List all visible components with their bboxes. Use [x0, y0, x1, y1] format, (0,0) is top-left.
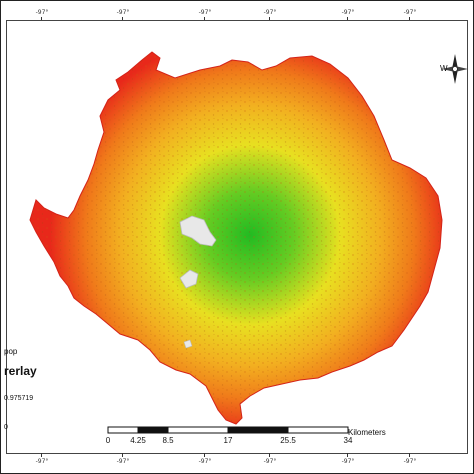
bottom-tick-label: -97° [255, 453, 285, 465]
lake-feature [179, 215, 217, 247]
lake-feature [183, 339, 193, 349]
scale-bar-label: 25.5 [280, 436, 296, 445]
lake-feature [179, 269, 199, 289]
top-coordinate-ticks: -97° -97° -97° -97° -97° -97° [0, 9, 474, 23]
urban-region [29, 51, 443, 425]
bottom-tick-label: -97° [395, 453, 425, 465]
scale-bar-label: 4.25 [130, 436, 146, 445]
bottom-tick-label: -97° [27, 453, 57, 465]
scale-bar-units: Kilometers [348, 428, 386, 437]
map-inner-border [6, 20, 468, 454]
bottom-tick-label: -97° [333, 453, 363, 465]
legend-low-value: 0 [4, 424, 8, 431]
bottom-tick-label: -97° [108, 453, 138, 465]
scale-bar-graphic [107, 426, 349, 434]
scale-bar-label: 0 [105, 436, 111, 445]
bottom-coordinate-ticks: -97° -97° -97° -97° -97° -97° [0, 453, 474, 472]
scale-bar-label: 8.5 [162, 436, 174, 445]
top-tick-label: -97° [27, 9, 57, 21]
scale-bar-label: 17 [223, 436, 233, 445]
top-tick-label: -97° [190, 9, 220, 21]
top-tick-label: -97° [255, 9, 285, 21]
bottom-tick-label: -97° [190, 453, 220, 465]
top-tick-label: -97° [333, 9, 363, 21]
compass-west-label: W [440, 64, 448, 73]
top-tick-label: -97° [108, 9, 138, 21]
legend-high-value: 0.975719 [4, 395, 34, 402]
north-arrow-icon [442, 54, 468, 84]
legend-field-label: pop [4, 347, 18, 356]
scale-bar-label: 34 [343, 436, 353, 445]
legend-title: rerlay [4, 364, 37, 378]
top-tick-label: -97° [395, 9, 425, 21]
scale-bar: Kilometers 0 4.25 8.5 17 25.5 34 [100, 424, 400, 454]
